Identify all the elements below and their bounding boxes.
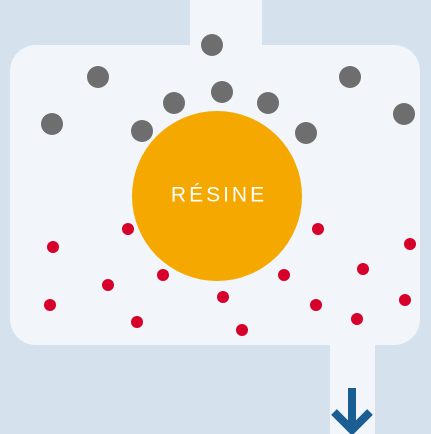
diagram: RÉSINE <box>0 0 431 434</box>
resin-label: RÉSINE <box>171 184 267 207</box>
